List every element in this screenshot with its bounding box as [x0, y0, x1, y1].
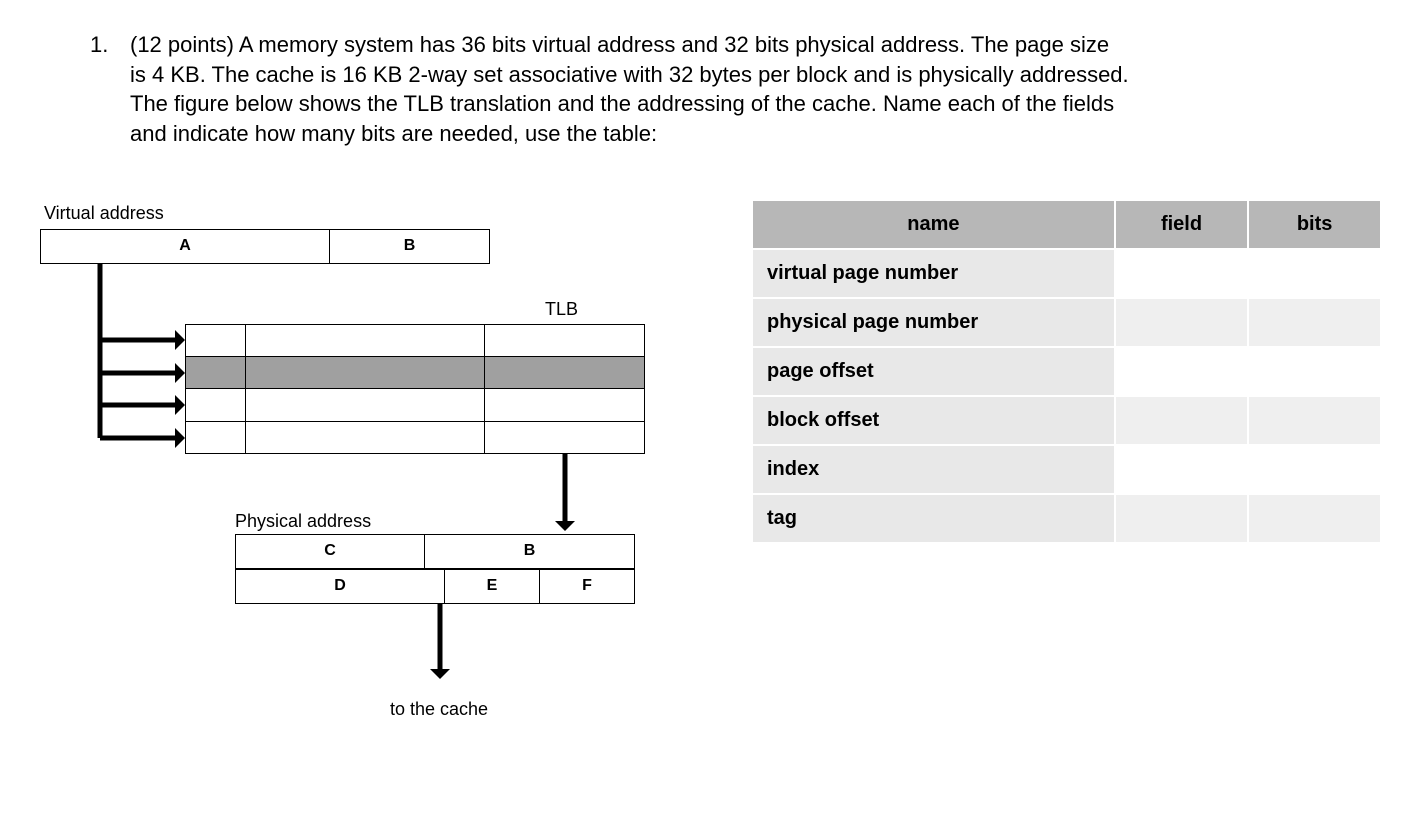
cache-field-e: E — [444, 569, 540, 604]
row-name: page offset — [752, 347, 1115, 396]
question-block: 1. (12 points) A memory system has 36 bi… — [90, 30, 1382, 149]
tlb-cell — [485, 325, 644, 356]
tlb-row — [186, 388, 644, 420]
pa-field-c: C — [235, 534, 425, 569]
question-text: (12 points) A memory system has 36 bits … — [130, 30, 1130, 149]
tlb-cell — [186, 325, 246, 356]
virtual-address-label: Virtual address — [44, 203, 164, 224]
table-header-row: namefieldbits — [752, 200, 1381, 249]
tlb-cell — [246, 389, 485, 420]
row-bits — [1248, 249, 1381, 298]
tlb-cell — [186, 422, 246, 453]
question-number: 1. — [90, 30, 130, 149]
row-bits — [1248, 445, 1381, 494]
tlb-cell — [246, 325, 485, 356]
row-name: index — [752, 445, 1115, 494]
row-field — [1115, 396, 1248, 445]
table-row: tag — [752, 494, 1381, 543]
tlb-cell — [186, 389, 246, 420]
row-field — [1115, 494, 1248, 543]
pa-field-b: B — [424, 534, 635, 569]
table-row: virtual page number — [752, 249, 1381, 298]
va-field-b: B — [329, 229, 490, 264]
table-header: name — [752, 200, 1115, 249]
physical-address-label: Physical address — [235, 511, 371, 532]
row-name: block offset — [752, 396, 1115, 445]
row-bits — [1248, 396, 1381, 445]
tlb-row — [186, 421, 644, 453]
tlb-label: TLB — [545, 299, 578, 320]
va-field-a: A — [40, 229, 330, 264]
row-field — [1115, 445, 1248, 494]
cache-field-f: F — [539, 569, 635, 604]
row-bits — [1248, 347, 1381, 396]
row-bits — [1248, 298, 1381, 347]
table-row: page offset — [752, 347, 1381, 396]
answer-table: namefieldbitsvirtual page numberphysical… — [751, 199, 1382, 544]
tlb-row — [186, 325, 644, 356]
table-row: block offset — [752, 396, 1381, 445]
tlb-cell — [246, 422, 485, 453]
cache-field-d: D — [235, 569, 445, 604]
tlb-cell — [246, 357, 485, 388]
table-row: index — [752, 445, 1381, 494]
arrows-layer — [40, 199, 680, 739]
row-name: physical page number — [752, 298, 1115, 347]
tlb-box — [185, 324, 645, 454]
tlb-cell — [186, 357, 246, 388]
tlb-cell — [485, 422, 644, 453]
tlb-row — [186, 356, 644, 388]
row-field — [1115, 249, 1248, 298]
diagram-area: Virtual address TLB Physical address to the… — [40, 199, 671, 739]
row-name: tag — [752, 494, 1115, 543]
row-field — [1115, 298, 1248, 347]
tlb-cell — [485, 389, 644, 420]
table-row: physical page number — [752, 298, 1381, 347]
content-row: Virtual address TLB Physical address to the… — [40, 199, 1382, 739]
tlb-cell — [485, 357, 644, 388]
table-header: field — [1115, 200, 1248, 249]
to-cache-label: to the cache — [390, 699, 488, 720]
row-bits — [1248, 494, 1381, 543]
table-header: bits — [1248, 200, 1381, 249]
row-name: virtual page number — [752, 249, 1115, 298]
row-field — [1115, 347, 1248, 396]
